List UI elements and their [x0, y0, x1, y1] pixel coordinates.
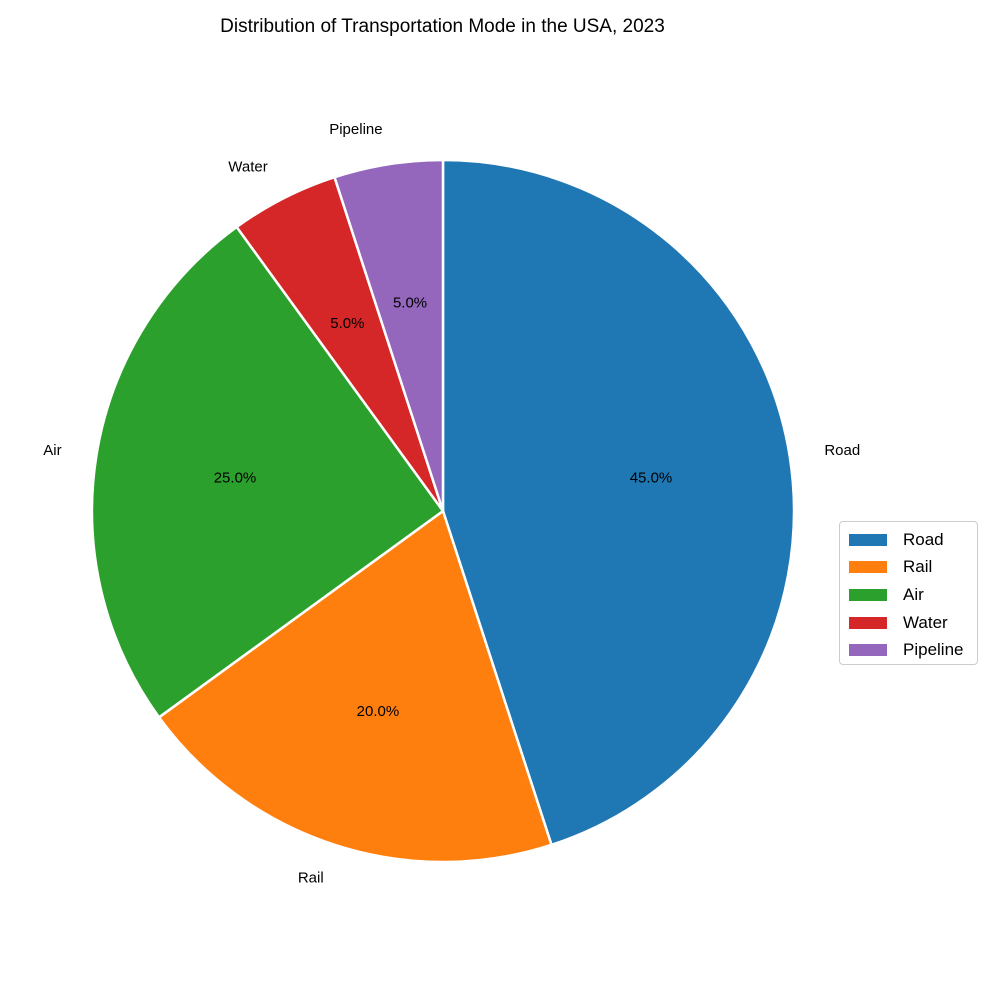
pie-slice-road — [441, 158, 796, 847]
slice-percent-water: 5.0% — [330, 315, 364, 332]
legend-swatch — [849, 644, 887, 657]
slice-label-road: Road — [824, 442, 860, 459]
legend-label: Rail — [903, 557, 933, 577]
legend-swatch — [849, 616, 887, 629]
legend-item-water: Water — [849, 609, 969, 637]
slice-percent-road: 45.0% — [630, 470, 673, 487]
slice-label-pipeline: Pipeline — [329, 121, 382, 138]
pie-slice-pipeline — [333, 158, 445, 513]
legend-item-pipeline: Pipeline — [849, 636, 969, 664]
legend-swatch — [849, 533, 887, 546]
slice-label-air: Air — [43, 442, 61, 459]
slice-label-water: Water — [228, 158, 267, 175]
slice-percent-air: 25.0% — [214, 470, 257, 487]
legend-label: Air — [903, 584, 924, 604]
pie-slice-rail — [157, 509, 553, 864]
legend-label: Water — [903, 612, 948, 632]
legend-item-rail: Rail — [849, 554, 969, 582]
slice-percent-pipeline: 5.0% — [393, 294, 427, 311]
legend-swatch — [849, 561, 887, 574]
legend-label: Road — [903, 529, 944, 549]
legend-swatch — [849, 588, 887, 601]
slice-label-rail: Rail — [298, 870, 324, 887]
slice-percent-rail: 20.0% — [357, 703, 400, 720]
pie-slice-air — [90, 225, 445, 719]
legend: Road Rail Air Water Pipeline — [839, 521, 978, 665]
legend-item-road: Road — [849, 526, 969, 554]
legend-item-air: Air — [849, 581, 969, 609]
legend-label: Pipeline — [903, 640, 964, 660]
chart-title: Distribution of Transportation Mode in t… — [220, 16, 665, 37]
